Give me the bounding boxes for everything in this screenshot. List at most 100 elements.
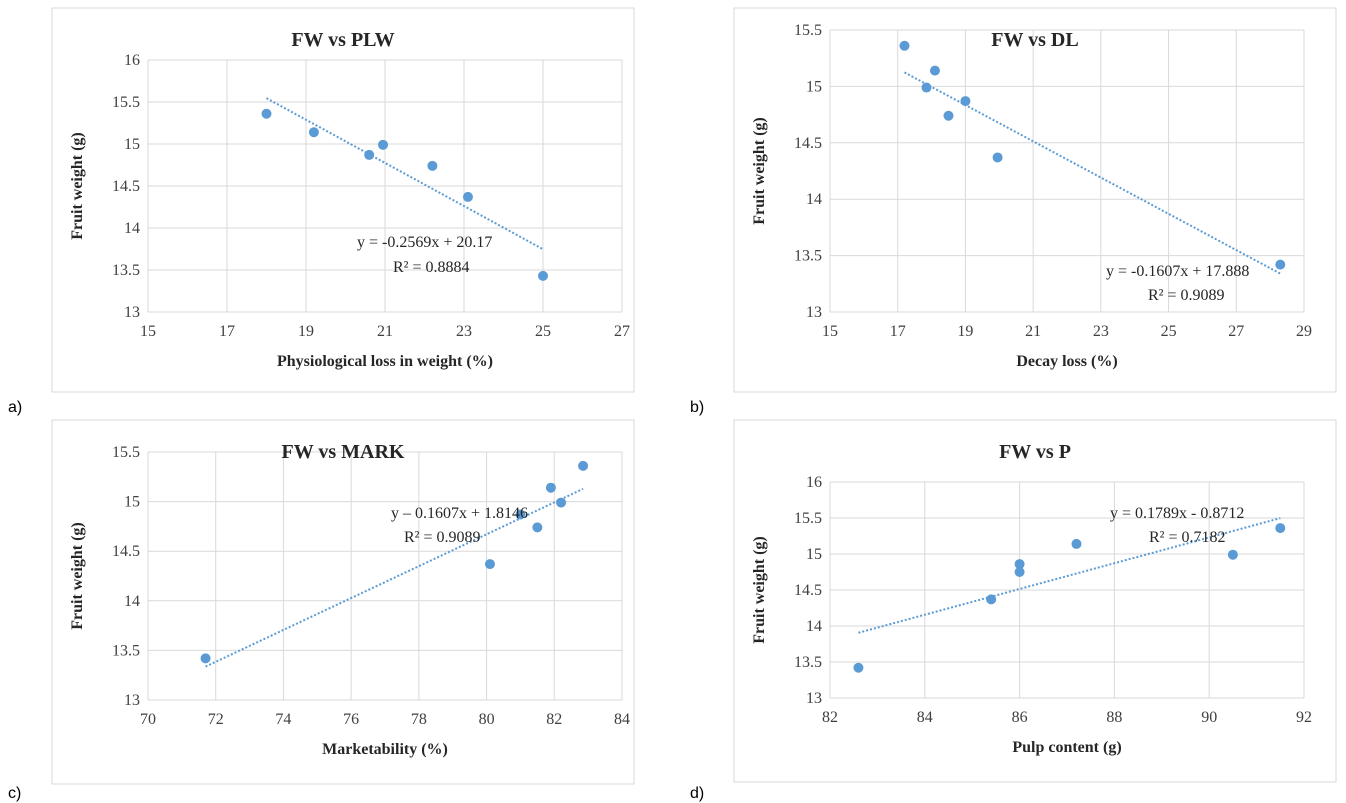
panel-letter-a: a) xyxy=(8,399,22,416)
y-tick-label: 15.5 xyxy=(112,94,140,111)
data-point xyxy=(427,160,438,171)
trendline xyxy=(904,71,1281,275)
chart-title: FW vs PLW xyxy=(291,29,394,51)
trendline xyxy=(266,97,544,251)
y-tick-label: 15 xyxy=(124,494,140,511)
y-tick-label: 14 xyxy=(806,618,822,635)
x-axis-label: Decay loss (%) xyxy=(1016,353,1117,370)
chart-panel-4: 13 13.5 14 14.5 15 15.5 16 82 84 86 88 90 92 FW vs P P… xyxy=(733,419,1337,783)
x-tick-label: 78 xyxy=(411,711,427,728)
x-tick-label: 17 xyxy=(219,323,235,340)
chart-panel-2: 13 13.5 14 14.5 15 15.5 15 17 19 21 23 25 27 29 FW vs … xyxy=(733,7,1337,393)
data-point xyxy=(556,497,567,508)
x-tick-label: 29 xyxy=(1296,323,1312,340)
x-tick-label: 27 xyxy=(1228,323,1244,340)
chart-title: FW vs MARK xyxy=(282,441,405,463)
panel-letter-b: b) xyxy=(690,399,704,416)
x-tick-label: 17 xyxy=(890,323,906,340)
y-tick-label: 15 xyxy=(806,546,822,563)
y-tick-label: 13 xyxy=(806,690,822,707)
trendline xyxy=(205,487,584,668)
trendline xyxy=(858,517,1281,634)
y-tick-label: 14.5 xyxy=(794,582,822,599)
data-point xyxy=(929,65,940,76)
data-point xyxy=(899,40,910,51)
x-tick-label: 15 xyxy=(140,323,156,340)
x-tick-label: 23 xyxy=(456,323,472,340)
y-axis-label: Fruit weight (g) xyxy=(69,132,86,240)
chart-panel-3: 13 13.5 14 14.5 15 15.5 70 72 74 76 78 80 82 84 FW vs … xyxy=(51,419,635,785)
y-tick-label: 14 xyxy=(124,593,140,610)
data-point xyxy=(960,96,971,107)
data-point xyxy=(378,139,389,150)
x-tick-label: 25 xyxy=(1161,323,1177,340)
data-point xyxy=(538,270,548,281)
data-point xyxy=(1275,523,1286,534)
y-tick-label: 14.5 xyxy=(112,178,140,195)
x-tick-label: 80 xyxy=(479,711,495,728)
chart-panel-1: 13 13.5 14 14.5 15 15.5 16 15 17 19 21 23 25 27 FW vs … xyxy=(51,7,635,393)
chart-frame xyxy=(51,7,635,393)
y-tick-label: 13 xyxy=(124,692,140,709)
data-point xyxy=(515,509,526,520)
x-tick-label: 76 xyxy=(343,711,359,728)
y-tick-label: 13 xyxy=(806,304,822,321)
data-point xyxy=(578,460,589,471)
y-tick-label: 15.5 xyxy=(112,444,140,461)
y-tick-label: 13.5 xyxy=(112,262,140,279)
y-tick-label: 15 xyxy=(806,78,822,95)
chart-title: FW vs P xyxy=(999,441,1071,463)
x-axis-label: Pulp content (g) xyxy=(1012,739,1121,756)
x-tick-label: 82 xyxy=(822,709,838,726)
y-axis-label: Fruit weight (g) xyxy=(751,117,768,225)
x-tick-label: 70 xyxy=(140,711,156,728)
x-axis-label: Physiological loss in weight (%) xyxy=(277,353,493,370)
y-tick-label: 14.5 xyxy=(112,543,140,560)
x-tick-label: 90 xyxy=(1201,709,1217,726)
trendline-equation: y = -0.1607x + 17.888 xyxy=(1106,263,1249,280)
y-tick-label: 15.5 xyxy=(794,510,822,527)
x-tick-label: 86 xyxy=(1012,709,1028,726)
data-point xyxy=(364,149,375,160)
data-point xyxy=(261,108,272,119)
data-point xyxy=(484,559,495,570)
data-point xyxy=(921,82,932,93)
data-point xyxy=(308,127,319,138)
data-point xyxy=(853,662,864,673)
panel-letter-c: c) xyxy=(8,785,21,802)
trendline-equation: y = -0.2569x + 20.17 xyxy=(357,234,492,251)
x-tick-label: 88 xyxy=(1106,709,1122,726)
y-tick-label: 14 xyxy=(806,191,822,208)
r-squared-label: R² = 0.8884 xyxy=(393,259,470,276)
trendline-equation: y – 0.1607x + 1.8146 xyxy=(391,505,528,522)
y-tick-label: 16 xyxy=(806,474,822,491)
chart-frame xyxy=(51,419,635,785)
y-tick-label: 14 xyxy=(124,220,140,237)
data-point xyxy=(532,522,543,533)
x-tick-label: 19 xyxy=(957,323,973,340)
r-squared-label: R² = 0.9089 xyxy=(404,529,481,546)
y-axis-label: Fruit weight (g) xyxy=(751,536,768,644)
data-point xyxy=(545,482,556,493)
y-tick-label: 15.5 xyxy=(794,22,822,39)
chart-frame xyxy=(733,419,1337,783)
y-tick-label: 15 xyxy=(124,136,140,153)
data-point xyxy=(1227,549,1238,560)
data-point xyxy=(1014,559,1025,570)
panel-letter-d: d) xyxy=(690,785,704,802)
y-tick-label: 13 xyxy=(124,304,140,321)
data-point xyxy=(986,594,997,605)
x-tick-label: 23 xyxy=(1093,323,1109,340)
data-point xyxy=(943,110,954,121)
y-tick-label: 14.5 xyxy=(794,135,822,152)
x-tick-label: 19 xyxy=(298,323,314,340)
chart-frame xyxy=(733,7,1337,393)
data-point xyxy=(462,191,473,202)
x-tick-label: 72 xyxy=(208,711,224,728)
x-tick-label: 21 xyxy=(377,323,393,340)
x-tick-label: 25 xyxy=(535,323,551,340)
y-tick-label: 13.5 xyxy=(112,642,140,659)
x-tick-label: 92 xyxy=(1296,709,1312,726)
y-axis-label: Fruit weight (g) xyxy=(69,522,86,630)
